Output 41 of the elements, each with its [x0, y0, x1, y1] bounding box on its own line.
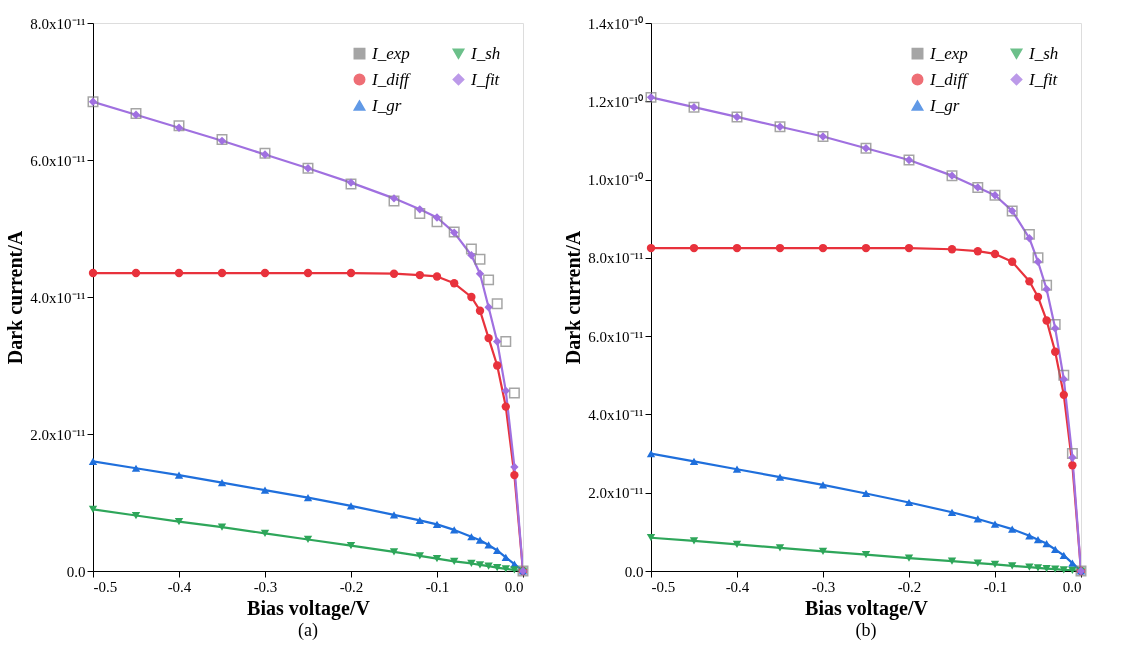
x-tick-label: -0.4 [725, 578, 750, 595]
x-tick-label: -0.3 [811, 578, 836, 595]
y-tick-label: 6.0x10⁻¹¹ [588, 328, 644, 345]
x-tick-label: -0.1 [425, 578, 450, 595]
text: (a) [298, 620, 318, 641]
legend-label: I_fit [470, 69, 501, 89]
legend-label: I_sh [470, 43, 501, 63]
y-axis-title: Dark current/A [4, 230, 27, 365]
y-tick-label: 4.0x10⁻¹¹ [588, 406, 644, 423]
y-tick-label: 0.0 [66, 563, 86, 580]
y-tick-label: 2.0x10⁻¹¹ [588, 485, 644, 502]
legend-label: I_diff [371, 69, 412, 89]
y-tick-label: 1.2x10⁻¹⁰ [587, 93, 644, 110]
legend-label: I_fit [1028, 69, 1059, 89]
y-tick-label: 8.0x10⁻¹¹ [30, 15, 86, 32]
x-tick-label: -0.4 [167, 578, 192, 595]
legend-label: I_exp [371, 43, 410, 63]
y-tick-label: 8.0x10⁻¹¹ [588, 250, 644, 267]
y-tick-label: 4.0x10⁻¹¹ [30, 289, 86, 306]
x-tick-label: 0.0 [504, 578, 524, 595]
y-axis-title: Dark current/A [561, 230, 584, 365]
y-tick-label: 1.0x10⁻¹⁰ [587, 172, 644, 189]
x-tick-label: -0.2 [897, 578, 922, 595]
x-tick-label: -0.3 [253, 578, 278, 595]
y-tick-label: 6.0x10⁻¹¹ [30, 152, 86, 169]
x-tick-label: -0.5 [93, 578, 118, 595]
legend-label: I_gr [929, 95, 960, 115]
x-tick-label: 0.0 [1062, 578, 1082, 595]
x-axis-title: Bias voltage/V [247, 596, 371, 620]
y-tick-label: 1.4x10⁻¹⁰ [587, 15, 644, 32]
text: (b) [855, 620, 877, 641]
legend-label: I_gr [371, 95, 402, 115]
legend-label: I_exp [929, 43, 968, 63]
x-tick-label: -0.5 [651, 578, 676, 595]
x-axis-title: Bias voltage/V [805, 596, 929, 620]
x-tick-label: -0.2 [339, 578, 364, 595]
legend-label: I_sh [1028, 43, 1059, 63]
legend-label: I_diff [929, 69, 970, 89]
y-tick-label: 2.0x10⁻¹¹ [30, 426, 86, 443]
y-tick-label: 0.0 [624, 563, 644, 580]
x-tick-label: -0.1 [983, 578, 1008, 595]
